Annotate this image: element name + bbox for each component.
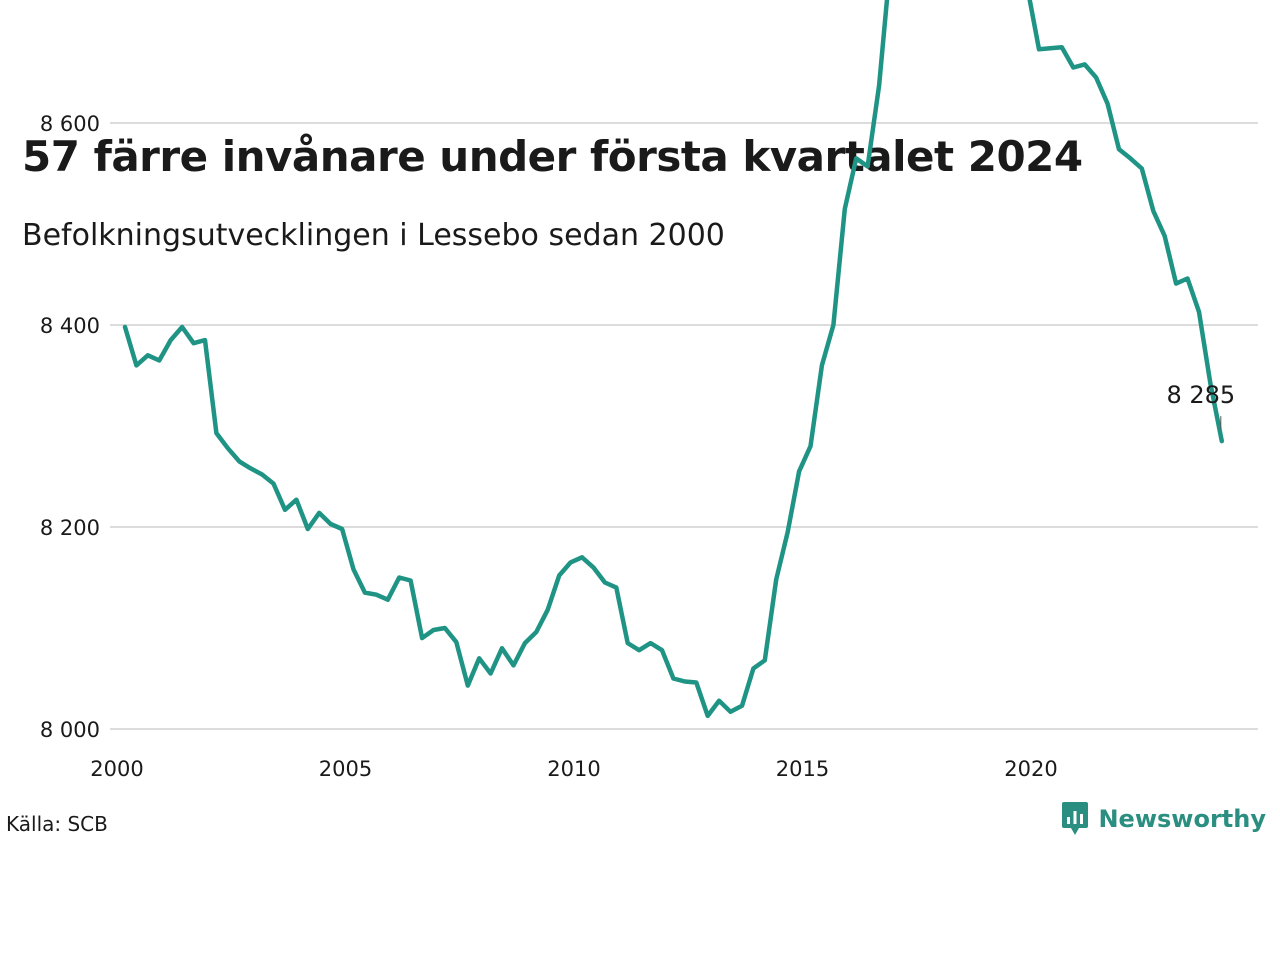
y-tick-label: 8 400 bbox=[40, 314, 100, 338]
brand-name: Newsworthy bbox=[1098, 805, 1266, 833]
x-tick-label: 2000 bbox=[90, 757, 143, 781]
chart-title: 57 färre invånare under första kvartalet… bbox=[22, 132, 1083, 181]
y-tick-label: 8 000 bbox=[40, 718, 100, 742]
x-tick-label: 2015 bbox=[776, 757, 829, 781]
end-value-label: 8 285 bbox=[1166, 381, 1235, 409]
gridlines bbox=[110, 122, 1258, 730]
newsworthy-logo-icon bbox=[1062, 802, 1089, 835]
population-series-line bbox=[122, 0, 1225, 719]
source-note: Källa: SCB bbox=[6, 812, 108, 836]
x-tick-label: 2010 bbox=[547, 757, 600, 781]
y-tick-label: 8 200 bbox=[40, 516, 100, 540]
chart-subtitle: Befolkningsutvecklingen i Lessebo sedan … bbox=[22, 218, 725, 253]
brand-logo[interactable]: Newsworthy bbox=[1062, 802, 1266, 836]
x-axis-ticks: 2000 2005 2010 2015 2020 bbox=[90, 757, 1057, 781]
y-tick-label: 8 600 bbox=[40, 112, 100, 136]
x-tick-label: 2005 bbox=[319, 757, 372, 781]
x-tick-label: 2020 bbox=[1004, 757, 1057, 781]
